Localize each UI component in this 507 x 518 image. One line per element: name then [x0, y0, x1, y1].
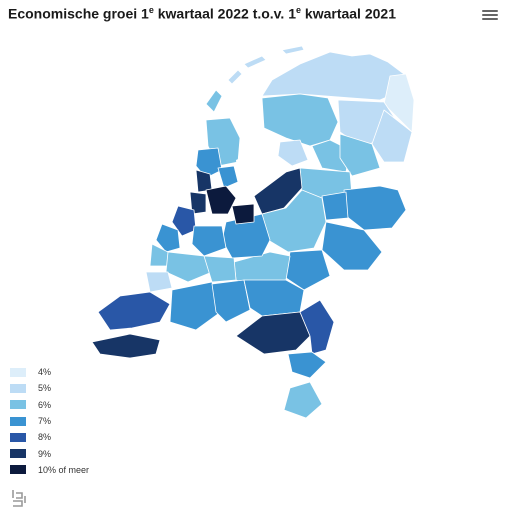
legend-swatch — [10, 432, 26, 442]
region-zuidwest-overijssel[interactable] — [321, 191, 349, 221]
region-alkmaar[interactable] — [195, 147, 223, 179]
region-midden-limburg[interactable] — [287, 351, 327, 379]
region-haarlem[interactable] — [189, 191, 207, 215]
chart-title: Economische groei 1e kwartaal 2022 t.o.v… — [8, 5, 396, 22]
region-agglomeratie-leiden[interactable] — [171, 205, 197, 237]
map-legend: 4% 5% 6% 7% 8% 9% 10% of meer — [10, 364, 89, 478]
legend-item[interactable]: 7% — [10, 413, 89, 429]
region-zuidwest-drenthe[interactable] — [339, 133, 381, 177]
region-noordoost-brabant[interactable] — [243, 279, 305, 317]
region-noordoostpolder[interactable] — [277, 139, 309, 167]
legend-item[interactable]: 8% — [10, 429, 89, 445]
region-friesland[interactable] — [261, 93, 339, 147]
region-groningen[interactable] — [261, 51, 405, 101]
legend-swatch — [10, 449, 26, 459]
region-groot-amsterdam[interactable] — [205, 185, 237, 215]
region-zuidoost-zuid-holland[interactable] — [203, 255, 237, 283]
region-rijnmond[interactable] — [165, 251, 213, 283]
legend-swatch — [10, 367, 26, 377]
region-zuidoost-brabant[interactable] — [235, 311, 311, 355]
markermeer-water — [236, 150, 268, 190]
region-zuid-limburg[interactable] — [283, 381, 323, 419]
region-twente[interactable] — [343, 185, 407, 231]
legend-swatch — [10, 465, 26, 475]
region-oost-zuid-holland[interactable] — [191, 225, 227, 257]
region-noord-limburg[interactable] — [299, 299, 335, 355]
legend-item[interactable]: 4% — [10, 364, 89, 380]
region-texel[interactable] — [205, 89, 223, 113]
legend-swatch — [10, 416, 26, 426]
legend-item[interactable]: 6% — [10, 397, 89, 413]
region-zaanstreek[interactable] — [217, 165, 239, 189]
legend-item[interactable]: 10% of meer — [10, 462, 89, 478]
region-overig-zeeland[interactable] — [97, 291, 171, 331]
region-vlieland[interactable] — [227, 69, 243, 85]
cbs-logo-icon — [12, 490, 26, 507]
region-midden-brabant[interactable] — [211, 279, 251, 323]
legend-swatch — [10, 400, 26, 410]
region-zeeuwsch-vlaanderen[interactable] — [91, 333, 161, 359]
legend-item[interactable]: 5% — [10, 380, 89, 396]
region-terschelling[interactable] — [243, 55, 267, 69]
region-den-haag[interactable] — [155, 223, 181, 253]
region-het-gooi[interactable] — [231, 203, 255, 225]
legend-item[interactable]: 9% — [10, 445, 89, 461]
region-schiermonnikoog[interactable] — [281, 45, 305, 55]
hamburger-menu-icon[interactable] — [482, 8, 498, 22]
region-west-brabant[interactable] — [169, 281, 219, 331]
region-zuidoost-drenthe[interactable] — [371, 109, 413, 163]
legend-swatch — [10, 383, 26, 393]
region-goeree[interactable] — [145, 271, 173, 293]
